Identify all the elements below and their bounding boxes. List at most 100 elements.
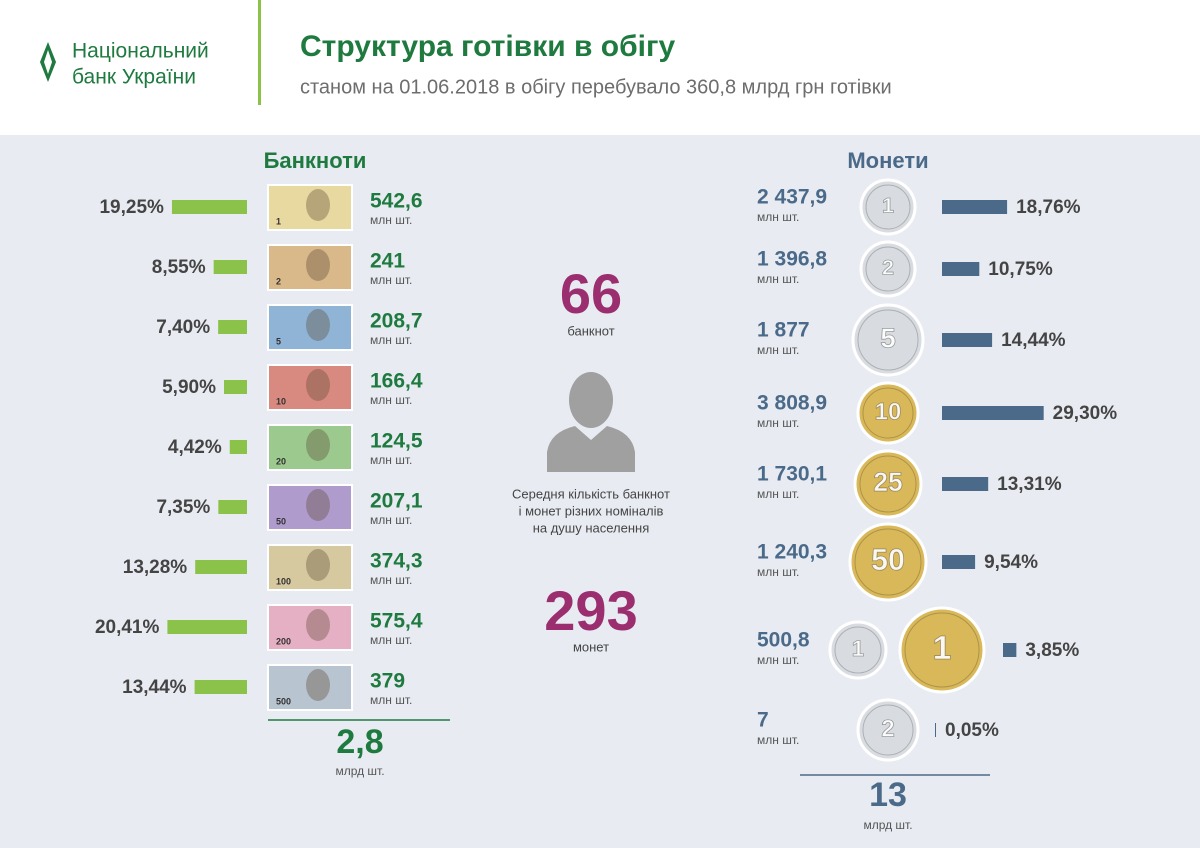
logo-icon (40, 42, 56, 82)
share-bar (942, 477, 989, 491)
coin (848, 522, 928, 602)
unit: млн шт. (370, 333, 412, 347)
coin-rim (834, 626, 882, 674)
coin-denomination: 1 (882, 193, 894, 218)
share-label: 8,55% (152, 257, 206, 278)
coin-denomination: 1 (933, 630, 952, 667)
person-silhouette (547, 372, 635, 472)
unit: млн шт. (370, 693, 412, 707)
coin (853, 449, 923, 519)
banknote-portrait (306, 369, 330, 401)
unit: млн шт. (757, 416, 799, 430)
section-heading: Монети (847, 148, 928, 173)
unit: млн шт. (370, 633, 412, 647)
banknote-portrait (306, 249, 330, 281)
title: Структура готівки в обігу (300, 30, 675, 63)
banknote (267, 604, 353, 651)
coin (856, 381, 920, 445)
count: 208,7 (370, 310, 423, 333)
share-bar (223, 380, 247, 394)
share-label: 4,42% (168, 437, 222, 458)
unit: млн шт. (757, 653, 799, 667)
banknote-denomination: 200 (276, 636, 291, 646)
unit: млн шт. (370, 513, 412, 527)
count: 1 730,1 (757, 463, 827, 486)
share-bar (213, 260, 247, 274)
banknote-portrait (306, 489, 330, 521)
unit: млн шт. (370, 273, 412, 287)
share-bar (942, 555, 976, 569)
unit: млн шт. (370, 573, 412, 587)
count: 3 808,9 (757, 392, 827, 415)
caption: Середня кількість банкнот (512, 486, 670, 501)
caption: на душу населення (533, 520, 650, 535)
coin-denomination: 50 (871, 543, 905, 577)
count: 7 (757, 709, 769, 732)
unit: млн шт. (757, 565, 799, 579)
banknote-portrait (306, 669, 330, 701)
share-label: 3,85% (1025, 640, 1079, 661)
banknote-portrait (306, 609, 330, 641)
banknote (267, 304, 353, 351)
share-label: 29,30% (1053, 403, 1118, 424)
banknote (267, 664, 353, 711)
share-label: 7,40% (156, 317, 210, 338)
unit: млн шт. (370, 213, 412, 227)
share-bar (218, 320, 247, 334)
share-label: 10,75% (988, 259, 1053, 280)
count: 500,8 (757, 629, 810, 652)
coin-rim (865, 246, 911, 292)
share-bar (942, 262, 980, 276)
share-label: 0,05% (945, 720, 999, 741)
coin-rim (862, 387, 914, 439)
total-unit: млрд шт. (863, 818, 912, 832)
count: 241 (370, 250, 405, 273)
divider (258, 0, 261, 105)
coin (859, 178, 917, 236)
banknote-denomination: 500 (276, 696, 291, 706)
count: 575,4 (370, 610, 423, 633)
banknote-portrait (306, 429, 330, 461)
unit: млн шт. (757, 343, 799, 357)
coin-denomination: 1 (852, 636, 864, 661)
unit: млн шт. (757, 210, 799, 224)
coin-denomination: 5 (880, 322, 896, 353)
per-capita: 66 (560, 262, 622, 325)
share-label: 14,44% (1001, 330, 1066, 351)
coin (859, 240, 917, 298)
banknote-portrait (306, 189, 330, 221)
share-bar (194, 680, 247, 694)
count: 166,4 (370, 370, 423, 393)
banknote (267, 484, 353, 531)
share-label: 20,41% (95, 617, 160, 638)
per-capita-label: монет (573, 639, 609, 654)
share-bar (171, 200, 247, 214)
coin-rim (862, 704, 914, 756)
total: 2,8 (336, 723, 383, 761)
coin-rim (904, 612, 980, 688)
share-bar (167, 620, 247, 634)
coin-denomination: 2 (881, 715, 894, 742)
per-capita-label: банкнот (567, 323, 614, 338)
total: 13 (869, 776, 907, 814)
banknote-denomination: 100 (276, 576, 291, 586)
coin-rim (865, 184, 911, 230)
unit: млн шт. (757, 487, 799, 501)
coin-denomination: 10 (875, 398, 902, 425)
unit: млн шт. (370, 393, 412, 407)
logo-text: Національний (72, 40, 209, 63)
share-bar (218, 500, 247, 514)
share-label: 5,90% (162, 377, 216, 398)
share-bar (942, 406, 1044, 420)
banknote (267, 244, 353, 291)
banknote-denomination: 10 (276, 396, 286, 406)
share-label: 13,31% (997, 474, 1062, 495)
logo-text: банк України (72, 66, 196, 89)
coin-rim (859, 455, 917, 513)
share-bar (935, 723, 936, 737)
banknote (267, 364, 353, 411)
share-label: 19,25% (99, 197, 164, 218)
coin-rim (854, 528, 922, 596)
